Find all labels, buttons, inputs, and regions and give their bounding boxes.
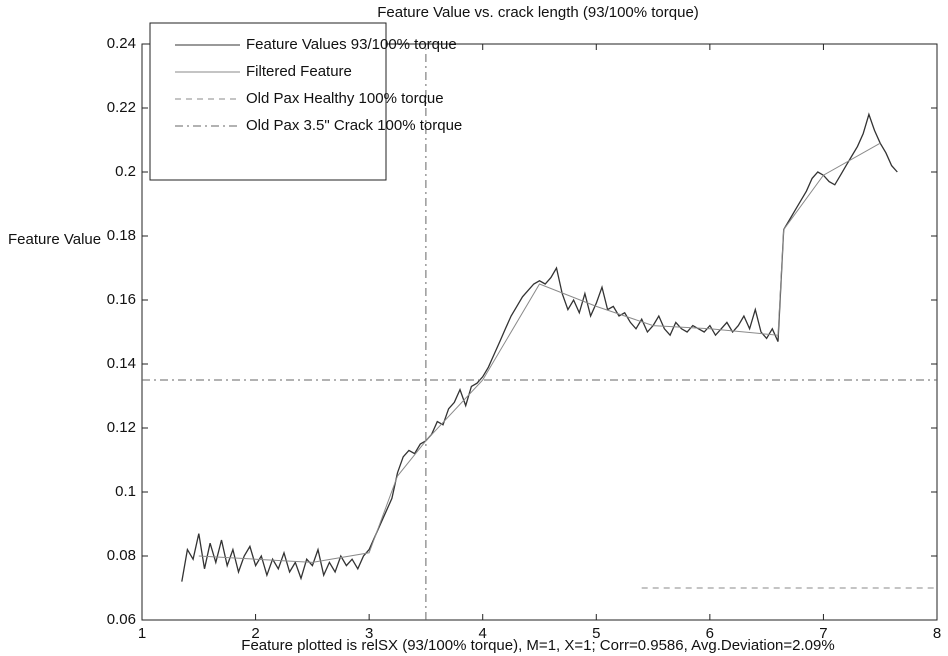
- y-tick-label: 0.12: [107, 419, 136, 436]
- x-axis-label: Feature plotted is relSX (93/100% torque…: [241, 637, 834, 654]
- x-tick-label: 7: [819, 625, 827, 642]
- x-tick-label: 8: [933, 625, 941, 642]
- series-line: [181, 112, 898, 582]
- x-tick-label: 1: [138, 625, 146, 642]
- legend-label: Old Pax Healthy 100% torque: [246, 90, 444, 107]
- series-line: [198, 142, 881, 563]
- legend-label: Old Pax 3.5" Crack 100% torque: [246, 117, 462, 134]
- x-tick-label: 2: [251, 625, 259, 642]
- y-tick-label: 0.24: [107, 35, 136, 52]
- y-tick-label: 0.06: [107, 611, 136, 628]
- legend-label: Filtered Feature: [246, 63, 352, 80]
- x-tick-label: 5: [592, 625, 600, 642]
- legend-box: [149, 22, 387, 181]
- x-tick-label: 6: [706, 625, 714, 642]
- series-line: [142, 44, 937, 620]
- y-tick-label: 0.08: [107, 547, 136, 564]
- y-tick-label: 0.14: [107, 355, 136, 372]
- y-tick-label: 0.2: [115, 163, 136, 180]
- legend-label: Feature Values 93/100% torque: [246, 36, 457, 53]
- y-tick-label: 0.1: [115, 483, 136, 500]
- y-axis-label: Feature Value: [8, 231, 101, 248]
- y-tick-label: 0.18: [107, 227, 136, 244]
- x-tick-label: 3: [365, 625, 373, 642]
- y-tick-label: 0.16: [107, 291, 136, 308]
- plot-frame: [141, 43, 938, 621]
- chart-title: Feature Value vs. crack length (93/100% …: [377, 4, 699, 21]
- x-tick-label: 4: [479, 625, 487, 642]
- y-tick-label: 0.22: [107, 99, 136, 116]
